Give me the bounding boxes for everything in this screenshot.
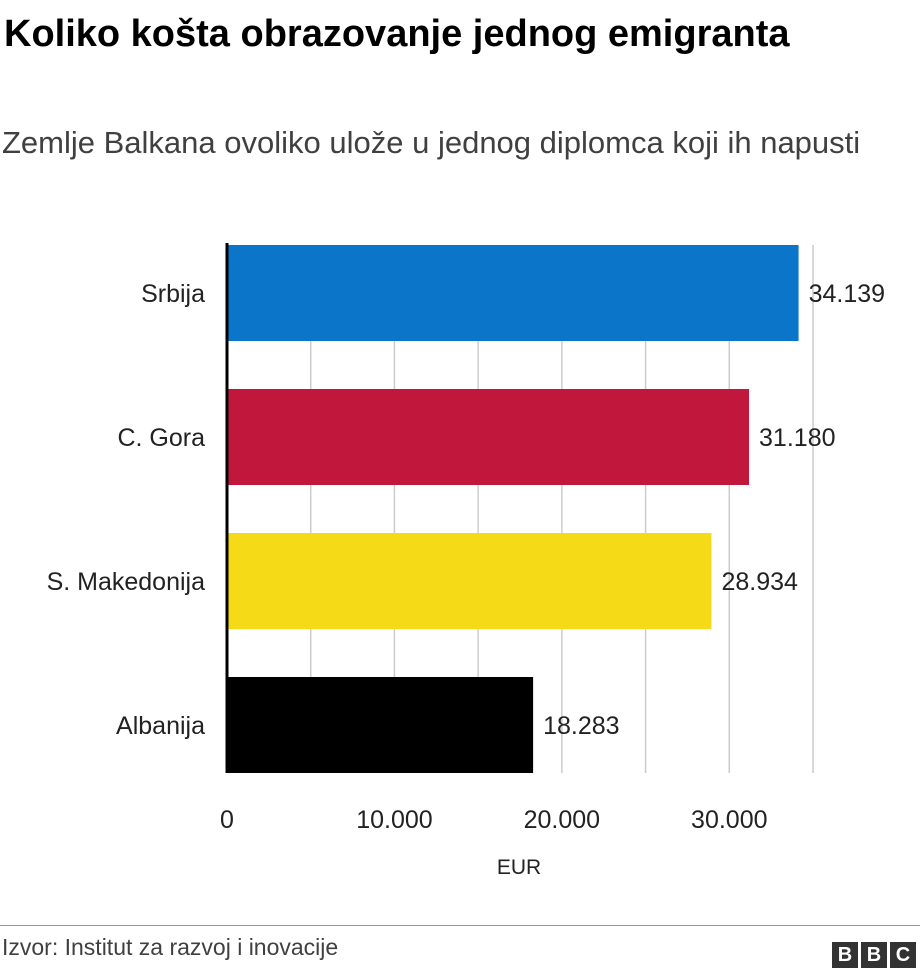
- x-tick-label: 20.000: [524, 806, 600, 834]
- category-label: S. Makedonija: [47, 568, 206, 596]
- category-label: C. Gora: [117, 424, 205, 452]
- bbc-logo-letter: B: [832, 942, 858, 968]
- bar: [227, 245, 799, 341]
- bar: [227, 533, 712, 629]
- value-label: 34.139: [809, 280, 885, 308]
- bar: [227, 677, 534, 773]
- category-label: Albanija: [116, 712, 205, 740]
- bbc-logo-letter: C: [890, 942, 916, 968]
- bbc-logo: B B C: [832, 942, 916, 968]
- category-label: Srbija: [141, 280, 205, 308]
- x-tick-label: 10.000: [356, 806, 432, 834]
- value-label: 28.934: [721, 568, 798, 596]
- bbc-logo-letter: B: [861, 942, 887, 968]
- bar: [227, 389, 750, 485]
- x-axis-title: EUR: [497, 856, 541, 879]
- x-tick-label: 30.000: [691, 806, 767, 834]
- x-tick-label: 0: [220, 806, 234, 834]
- footer-divider: [0, 925, 920, 926]
- source-note: Izvor: Institut za razvoj i inovacije: [2, 934, 339, 960]
- value-label: 18.283: [543, 712, 619, 740]
- bar-chart: Srbija 34.139 C. Gora 31.180 S. Makedonija 28…: [47, 243, 885, 879]
- value-label: 31.180: [759, 424, 835, 452]
- chart-title: Koliko košta obrazovanje jednog emigrant…: [4, 13, 790, 55]
- chart-subtitle: Zemlje Balkana ovoliko ulože u jednog di…: [2, 125, 861, 160]
